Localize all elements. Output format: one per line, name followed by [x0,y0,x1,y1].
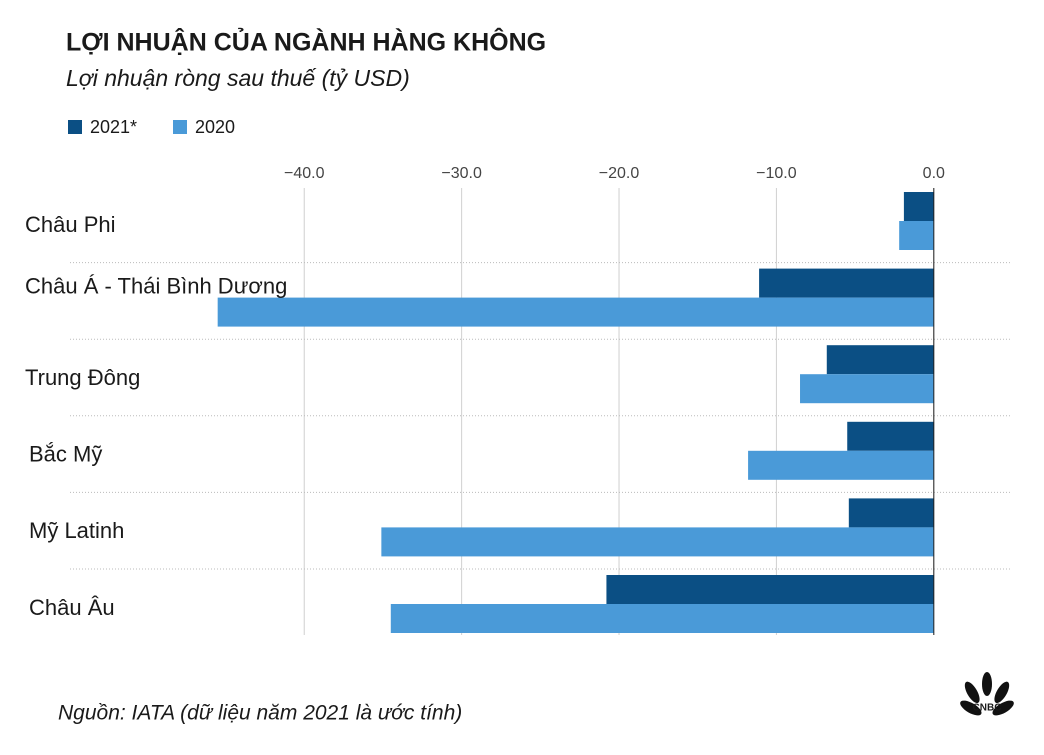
category-label: Châu Á - Thái Bình Dương [25,273,287,298]
category-label: Trung Đông [25,365,140,390]
bar [759,268,934,298]
category-label: Châu Âu [29,595,115,620]
logo-text: CNBC [973,703,1002,714]
bar [390,604,934,633]
legend-swatch [68,120,82,134]
bar [899,221,934,250]
category-label: Mỹ Latinh [29,518,124,543]
x-tick-label: 0.0 [923,165,945,182]
bar [847,421,934,451]
bar [748,450,934,480]
bar [800,374,934,404]
category-label: Châu Phi [25,212,116,237]
bar [381,527,934,557]
bar [848,498,934,528]
x-tick-label: −20.0 [599,165,640,182]
chart-subtitle: Lợi nhuận ròng sau thuế (tỷ USD) [66,65,410,91]
source: Nguồn: IATA (dữ liệu năm 2021 là ước tín… [58,702,462,725]
bar [217,297,934,327]
bar [606,575,934,604]
category-label: Bắc Mỹ [29,442,102,467]
x-tick-label: −40.0 [284,165,325,182]
x-tick-label: −30.0 [441,165,482,182]
bar [826,345,934,375]
chart-title: LỢI NHUẬN CỦA NGÀNH HÀNG KHÔNG [66,27,546,57]
logo-icon [960,672,1014,716]
x-tick-label: −10.0 [756,165,797,182]
logo: CNBC [960,672,1014,716]
bar [903,192,934,221]
legend-label: 2021* [90,117,137,137]
legend-label: 2020 [195,117,235,137]
legend-swatch [173,120,187,134]
